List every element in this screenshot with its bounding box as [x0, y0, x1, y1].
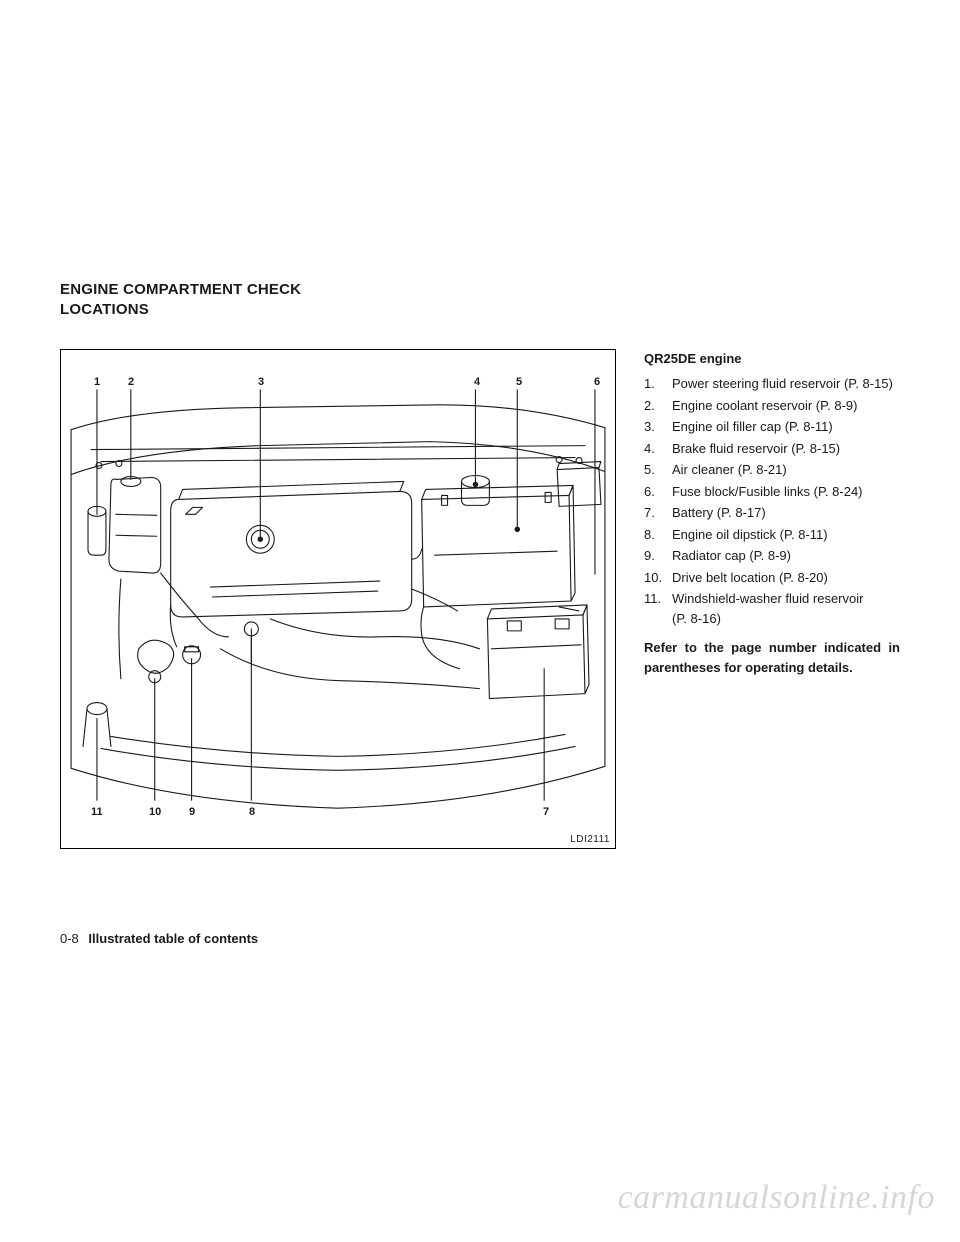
diagram-column: 1 2 3 4 5 6 11 10 9 8 7 LDI2111 — [60, 349, 616, 849]
list-item: 9.Radiator cap (P. 8-9) — [644, 546, 900, 566]
list-item: 4.Brake fluid reservoir (P. 8-15) — [644, 439, 900, 459]
list-item: 3.Engine oil filler cap (P. 8-11) — [644, 417, 900, 437]
parts-list-column: QR25DE engine 1.Power steering fluid res… — [644, 349, 900, 849]
list-item: 11.Windshield-washer fluid reservoir (P.… — [644, 589, 900, 628]
parts-list: 1.Power steering fluid reservoir (P. 8-1… — [644, 374, 900, 628]
watermark-text: carmanualsonline.info — [618, 1179, 935, 1217]
engine-diagram-box: 1 2 3 4 5 6 11 10 9 8 7 LDI2111 — [60, 349, 616, 849]
list-item: 7.Battery (P. 8-17) — [644, 503, 900, 523]
list-item: 2.Engine coolant reservoir (P. 8-9) — [644, 396, 900, 416]
section-title: ENGINE COMPARTMENT CHECK LOCATIONS — [60, 280, 900, 321]
list-item: 6.Fuse block/Fusible links (P. 8-24) — [644, 482, 900, 502]
list-item: 8.Engine oil dipstick (P. 8-11) — [644, 525, 900, 545]
engine-model-title: QR25DE engine — [644, 349, 900, 369]
footer-text: Illustrated table of contents — [88, 931, 258, 946]
list-item: 5.Air cleaner (P. 8-21) — [644, 460, 900, 480]
page-footer: 0-8 Illustrated table of contents — [60, 931, 258, 946]
engine-line-drawing — [61, 350, 615, 848]
list-item: 10.Drive belt location (P. 8-20) — [644, 568, 900, 588]
page-number: 0-8 — [60, 931, 79, 946]
title-line1: ENGINE COMPARTMENT CHECK — [60, 281, 301, 298]
list-item: 1.Power steering fluid reservoir (P. 8-1… — [644, 374, 900, 394]
reference-note: Refer to the page number indicated in pa… — [644, 638, 900, 677]
title-line2: LOCATIONS — [60, 301, 149, 318]
